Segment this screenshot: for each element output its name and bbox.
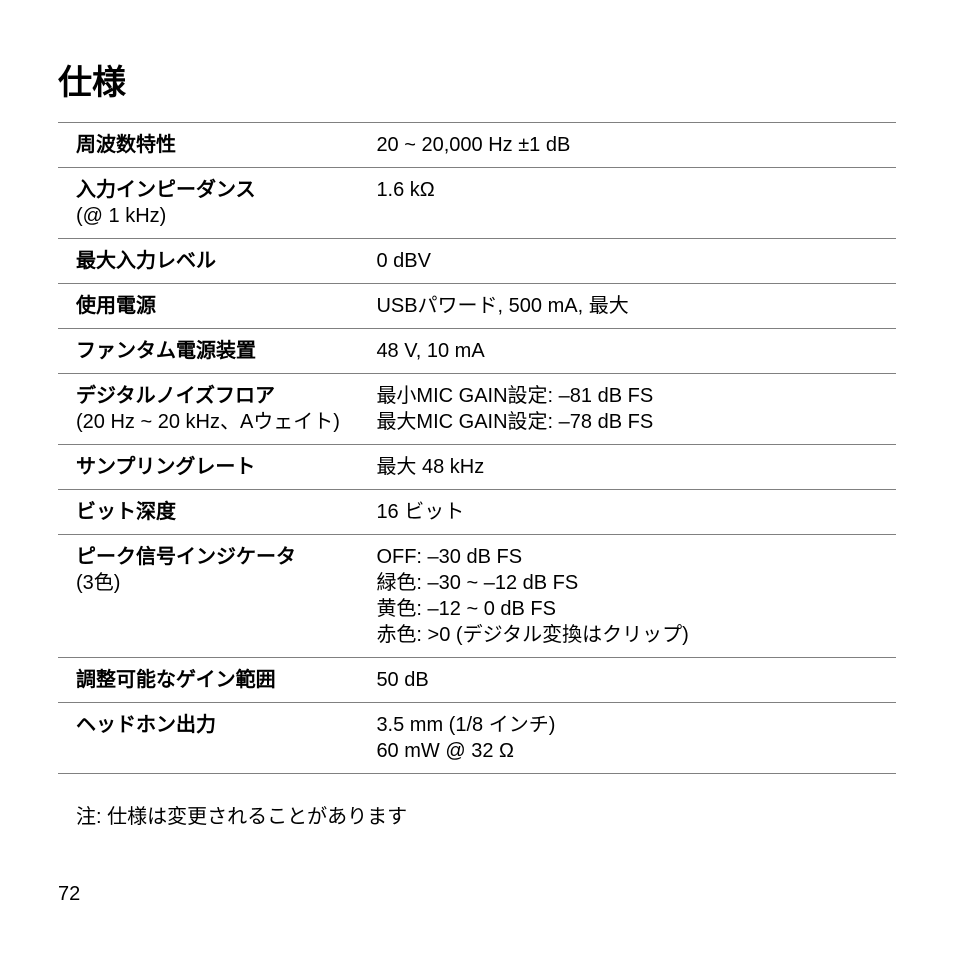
spec-row: 調整可能なゲイン範囲50 dB — [58, 658, 896, 703]
spec-value-cell: 1.6 kΩ — [376, 168, 896, 239]
spec-value-cell: 3.5 mm (1/8 インチ) 60 mW @ 32 Ω — [376, 703, 896, 774]
spec-label-main: ビット深度 — [76, 499, 376, 525]
spec-label-main: サンプリングレート — [76, 454, 376, 480]
spec-note: 注: 仕様は変更されることがあります — [58, 800, 896, 829]
spec-value-cell: 48 V, 10 mA — [376, 329, 896, 374]
spec-label-sub: (20 Hz ~ 20 kHz、Aウェイト) — [76, 409, 376, 435]
spec-row: 使用電源USBパワード, 500 mA, 最大 — [58, 284, 896, 329]
spec-label-cell: デジタルノイズフロア(20 Hz ~ 20 kHz、Aウェイト) — [58, 374, 376, 445]
spec-value-line: 48 V, 10 mA — [376, 340, 484, 362]
spec-value-cell: 最大 48 kHz — [376, 445, 896, 490]
spec-value-cell: 最小MIC GAIN設定: –81 dB FS 最大MIC GAIN設定: –78… — [376, 374, 896, 445]
spec-row: ファンタム電源装置48 V, 10 mA — [58, 329, 896, 374]
spec-label-main: ヘッドホン出力 — [76, 712, 376, 738]
spec-value-cell: 0 dBV — [376, 239, 896, 284]
spec-label-main: ファンタム電源装置 — [76, 338, 376, 364]
spec-value-cell: OFF: –30 dB FS 緑色: –30 ~ –12 dB FS 黄色: –12… — [376, 535, 896, 658]
spec-label-main: 周波数特性 — [76, 132, 376, 158]
spec-value-line: 60 mW @ 32 Ω — [376, 740, 514, 762]
page-number: 72 — [58, 883, 80, 906]
spec-row: ビット深度16 ビット — [58, 490, 896, 535]
spec-label-main: 入力インピーダンス — [76, 177, 376, 203]
spec-value-line: 赤色: >0 (デジタル変換はクリップ) — [376, 624, 688, 646]
spec-label-cell: ピーク信号インジケータ(3色) — [58, 535, 376, 658]
spec-label-cell: ビット深度 — [58, 490, 376, 535]
spec-row: 入力インピーダンス(@ 1 kHz)1.6 kΩ — [58, 168, 896, 239]
spec-value-line: 最大MIC GAIN設定: –78 dB FS — [376, 411, 653, 433]
spec-value-line: 最大 48 kHz — [376, 456, 484, 478]
spec-table: 周波数特性20 ~ 20,000 Hz ±1 dB入力インピーダンス(@ 1 k… — [58, 122, 896, 774]
spec-value-line: OFF: –30 dB FS — [376, 546, 522, 568]
spec-label-main: ピーク信号インジケータ — [76, 544, 376, 570]
spec-row: 最大入力レベル0 dBV — [58, 239, 896, 284]
spec-row: デジタルノイズフロア(20 Hz ~ 20 kHz、Aウェイト)最小MIC GA… — [58, 374, 896, 445]
spec-value-line: 黄色: –12 ~ 0 dB FS — [376, 598, 556, 620]
spec-value-line: 0 dBV — [376, 250, 430, 272]
spec-label-main: 使用電源 — [76, 293, 376, 319]
spec-label-cell: 周波数特性 — [58, 123, 376, 168]
spec-value-line: 3.5 mm (1/8 インチ) — [376, 714, 555, 736]
spec-row: 周波数特性20 ~ 20,000 Hz ±1 dB — [58, 123, 896, 168]
spec-label-main: 最大入力レベル — [76, 248, 376, 274]
spec-value-line: USBパワード, 500 mA, 最大 — [376, 295, 628, 317]
spec-label-cell: 入力インピーダンス(@ 1 kHz) — [58, 168, 376, 239]
spec-value-cell: USBパワード, 500 mA, 最大 — [376, 284, 896, 329]
spec-value-line: 20 ~ 20,000 Hz ±1 dB — [376, 134, 570, 156]
spec-label-sub: (3色) — [76, 570, 376, 596]
spec-value-line: 緑色: –30 ~ –12 dB FS — [376, 572, 578, 594]
spec-row: ピーク信号インジケータ(3色)OFF: –30 dB FS 緑色: –30 ~ –… — [58, 535, 896, 658]
spec-row: ヘッドホン出力3.5 mm (1/8 インチ) 60 mW @ 32 Ω — [58, 703, 896, 774]
spec-value-line: 1.6 kΩ — [376, 179, 434, 201]
spec-row: サンプリングレート最大 48 kHz — [58, 445, 896, 490]
page-title: 仕様 — [58, 55, 896, 104]
spec-label-cell: 使用電源 — [58, 284, 376, 329]
spec-label-cell: サンプリングレート — [58, 445, 376, 490]
spec-label-cell: 調整可能なゲイン範囲 — [58, 658, 376, 703]
spec-value-cell: 20 ~ 20,000 Hz ±1 dB — [376, 123, 896, 168]
spec-value-cell: 50 dB — [376, 658, 896, 703]
spec-value-line: 最小MIC GAIN設定: –81 dB FS — [376, 385, 653, 407]
spec-table-body: 周波数特性20 ~ 20,000 Hz ±1 dB入力インピーダンス(@ 1 k… — [58, 123, 896, 774]
spec-value-line: 16 ビット — [376, 501, 464, 523]
spec-label-cell: ファンタム電源装置 — [58, 329, 376, 374]
spec-label-cell: ヘッドホン出力 — [58, 703, 376, 774]
spec-label-main: デジタルノイズフロア — [76, 383, 376, 409]
spec-value-cell: 16 ビット — [376, 490, 896, 535]
spec-value-line: 50 dB — [376, 669, 428, 691]
spec-label-cell: 最大入力レベル — [58, 239, 376, 284]
spec-label-main: 調整可能なゲイン範囲 — [76, 667, 376, 693]
spec-label-sub: (@ 1 kHz) — [76, 203, 376, 229]
